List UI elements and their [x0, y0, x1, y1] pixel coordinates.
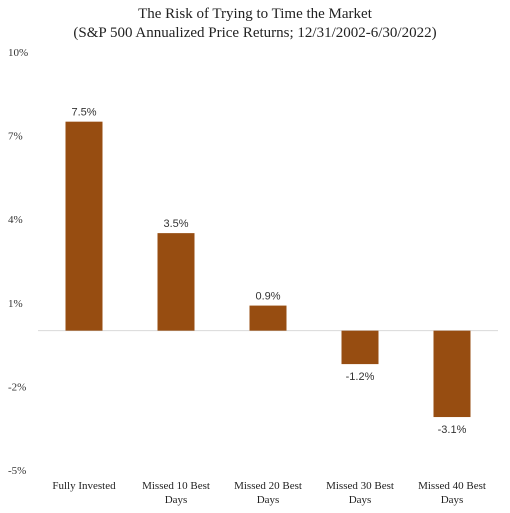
data-label: 7.5%	[71, 107, 96, 119]
data-label: -3.1%	[438, 424, 467, 436]
bar	[249, 305, 287, 331]
bar	[65, 121, 103, 331]
x-tick-label: Missed 20 Best	[234, 480, 302, 492]
x-tick-label: Days	[257, 494, 280, 506]
bar	[433, 330, 471, 418]
bar	[341, 330, 379, 365]
y-tick-label: 1%	[8, 298, 23, 310]
y-tick-label: -2%	[8, 381, 26, 393]
x-tick-label: Missed 30 Best	[326, 480, 394, 492]
y-tick-label: 7%	[8, 131, 23, 143]
data-label: 0.9%	[255, 291, 280, 303]
bars	[65, 121, 471, 418]
chart-title: The Risk of Trying to Time the Market	[138, 6, 373, 22]
y-tick-label: 10%	[8, 47, 28, 59]
y-tick-label: 4%	[8, 214, 23, 226]
y-axis-tick-labels: 10% 7% 4% 1% -2% -5%	[8, 47, 28, 477]
y-tick-label: -5%	[8, 465, 26, 477]
x-tick-label: Missed 10 Best	[142, 480, 210, 492]
category-labels: Fully Invested Missed 10 Best Days Missed 2…	[52, 480, 486, 506]
x-tick-label: Days	[165, 494, 188, 506]
chart-subtitle: (S&P 500 Annualized Price Returns; 12/31…	[73, 25, 436, 41]
x-tick-label: Fully Invested	[52, 480, 116, 492]
x-tick-label: Days	[441, 494, 464, 506]
data-label: 3.5%	[163, 218, 188, 230]
x-tick-label: Days	[349, 494, 372, 506]
x-tick-label: Missed 40 Best	[418, 480, 486, 492]
data-label: -1.2%	[346, 371, 375, 383]
data-labels: 7.5% 3.5% 0.9% -1.2% -3.1%	[71, 107, 466, 436]
bar	[157, 233, 195, 331]
